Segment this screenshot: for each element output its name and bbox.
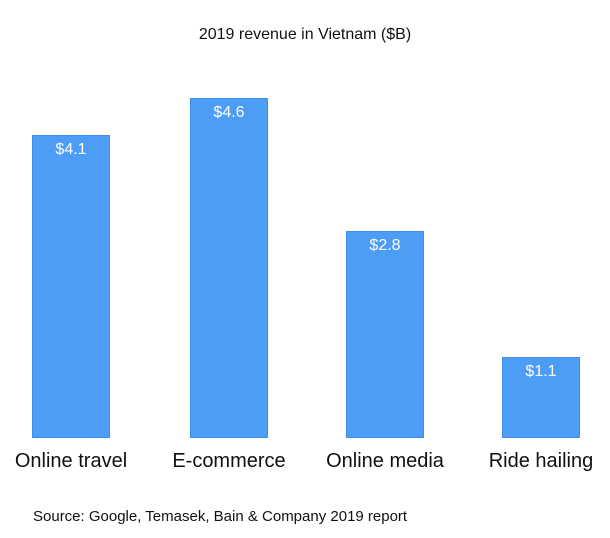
- x-tick-label: Ride hailing: [488, 450, 594, 472]
- bar-online-travel: $4.1: [32, 135, 110, 438]
- source-note: Source: Google, Temasek, Bain & Company …: [33, 508, 408, 525]
- x-tick-label: Online travel: [14, 450, 128, 472]
- bar-ride-hailing: $1.1: [502, 357, 580, 438]
- bar-value-label: $1.1: [525, 363, 557, 380]
- bar-value-label: $4.1: [55, 141, 87, 158]
- chart-title: 2019 revenue in Vietnam ($B): [198, 26, 412, 43]
- x-tick-label: E-commerce: [172, 450, 286, 472]
- bar-value-label: $2.8: [369, 237, 401, 254]
- bar-value-label: $4.6: [213, 104, 245, 121]
- bar-online-media: $2.8: [346, 231, 424, 438]
- bar-e-commerce: $4.6: [190, 98, 268, 438]
- x-tick-label: Online media: [326, 450, 444, 472]
